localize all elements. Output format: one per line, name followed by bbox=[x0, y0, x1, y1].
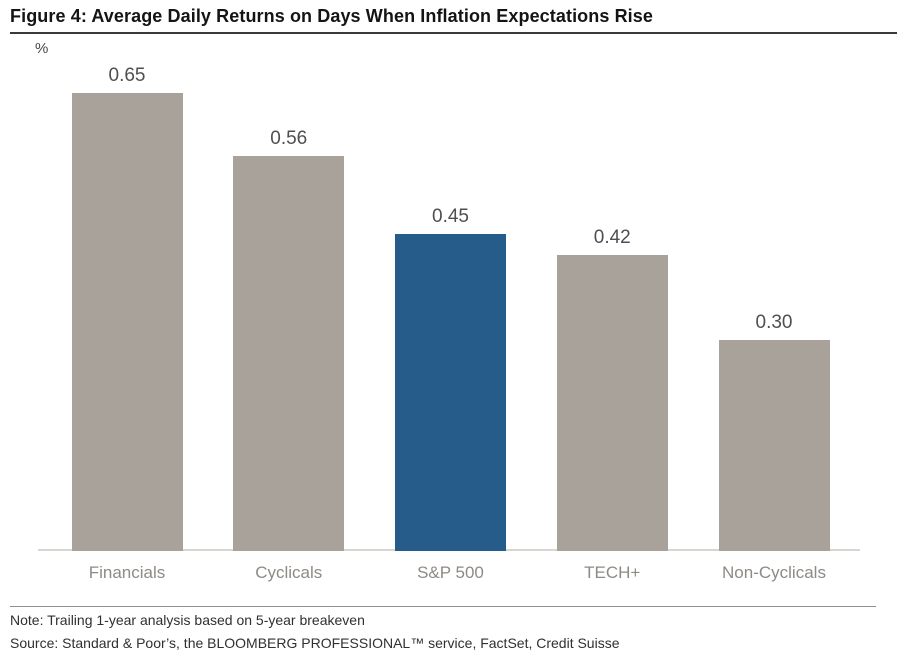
category-label-non-cyclicals: Non-Cyclicals bbox=[722, 563, 826, 582]
bar-s-p-500 bbox=[395, 234, 506, 551]
y-axis-unit-label: % bbox=[35, 40, 49, 57]
value-label-tech: 0.42 bbox=[593, 227, 631, 248]
bar-tech bbox=[556, 255, 668, 551]
bar-financials bbox=[71, 93, 183, 551]
category-label-tech: TECH+ bbox=[584, 563, 641, 582]
value-label-financials: 0.65 bbox=[108, 65, 146, 86]
value-label-s-p-500: 0.45 bbox=[432, 206, 469, 227]
bar-non-cyclicals bbox=[718, 340, 830, 551]
note-text: Note: Trailing 1-year analysis based on … bbox=[10, 612, 365, 628]
bar-cyclicals bbox=[233, 156, 345, 551]
category-label-cyclicals: Cyclicals bbox=[255, 563, 323, 582]
source-text: Source: Standard & Poor’s, the BLOOMBERG… bbox=[10, 635, 620, 651]
value-label-non-cyclicals: 0.30 bbox=[755, 312, 793, 333]
category-label-financials: Financials bbox=[88, 563, 166, 582]
category-label-s-p-500: S&P 500 bbox=[417, 563, 484, 582]
footnote-divider bbox=[10, 606, 876, 607]
figure-title: Figure 4: Average Daily Returns on Days … bbox=[10, 6, 897, 34]
value-label-cyclicals: 0.56 bbox=[270, 128, 308, 149]
